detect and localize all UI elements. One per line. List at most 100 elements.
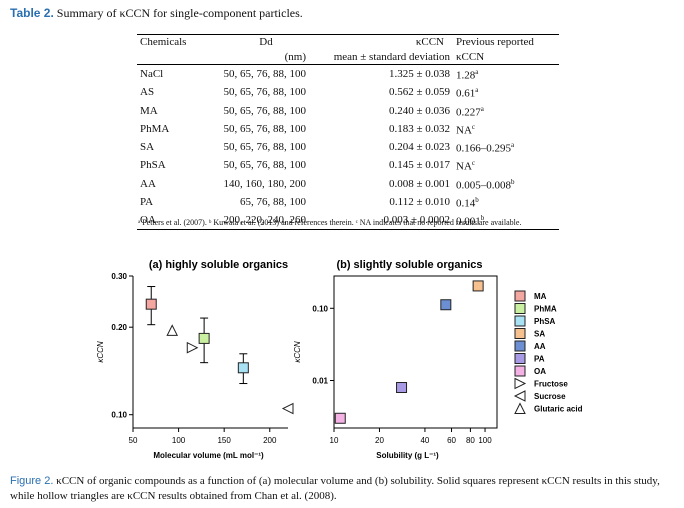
table-caption: Table 2. Summary of κCCN for single-comp… (10, 6, 303, 21)
cell-kccn: 0.145 ± 0.017 (388, 159, 450, 172)
plot-b-y-label: κCCN (293, 341, 302, 363)
legend-label: Fructose (534, 380, 568, 389)
previous-value: 0.227 (456, 106, 481, 119)
plot-b-title: (b) slightly soluble organics (336, 259, 482, 271)
cell-dd: 50, 65, 76, 88, 100 (223, 104, 307, 117)
point-ma (145, 298, 157, 310)
cell-chemical: OA (137, 211, 203, 231)
plot-b-y-tick-label: 0.10 (312, 304, 328, 313)
plot-b-x-tick-label: 10 (330, 436, 339, 445)
cell-dd: 50, 65, 76, 88, 100 (223, 86, 307, 99)
header-chemicals: Chemicals (137, 33, 203, 66)
plot-b-x-tick-label: 80 (466, 436, 475, 445)
legend-label: Sucrose (534, 392, 566, 401)
header-kccn-symbol: κCCN (415, 36, 444, 48)
table-row: AS 50, 65, 76, 88, 100 0.562 ± 0.059 0.61a (137, 83, 559, 101)
legend-label: AA (534, 342, 546, 351)
previous-value: NA (456, 161, 472, 174)
legend-item: AA (514, 340, 546, 352)
previous-value: 0.14 (456, 197, 476, 210)
cell-chemical: MA (140, 104, 158, 117)
legend-marker (514, 315, 526, 327)
table-row: SA 50, 65, 76, 88, 100 0.204 ± 0.023 0.166–… (137, 138, 559, 156)
point-phsa (237, 362, 249, 374)
cell-dd: 50, 65, 76, 88, 100 (223, 141, 307, 154)
previous-value: 0.61 (456, 88, 476, 101)
table-caption-text: Summary of κCCN for single-component par… (56, 6, 303, 20)
previous-value: 0.001 (456, 215, 481, 228)
cell-chemical: SA (140, 141, 155, 154)
table-row: PA 65, 76, 88, 100 0.112 ± 0.010 0.14b (137, 193, 559, 211)
plot-b-y-tick-label: 0.01 (312, 377, 328, 386)
cell-chemical: AA (140, 177, 156, 190)
cell-previous: 0.61a (453, 83, 559, 101)
table-label: Table 2. (10, 6, 54, 20)
cell-previous: 0.001b (453, 211, 559, 231)
cell-previous: NAc (453, 156, 559, 174)
legend-label: SA (534, 330, 545, 339)
point-glutaric-acid (166, 324, 179, 336)
previous-footnote-mark: b (475, 195, 479, 204)
legend-label: PhMA (534, 305, 557, 314)
header-dd: Dd (nm) (203, 33, 309, 66)
table-row: OA 200, 220, 240, 260 0.003 ± 0.0002 0.001b (137, 211, 559, 231)
previous-value: 1.28 (456, 69, 476, 82)
previous-footnote-mark: a (475, 68, 479, 77)
cell-previous: 0.227a (453, 102, 559, 120)
legend-item: OA (514, 365, 546, 377)
previous-value: 0.005–0.008 (456, 179, 511, 192)
plot-a-x-tick-label: 200 (263, 436, 277, 445)
legend-item: MA (514, 290, 547, 302)
cell-chemical: PhMA (140, 122, 170, 135)
header-kccn-sub: mean ± standard deviation (333, 50, 450, 63)
cell-previous: NAc (453, 120, 559, 138)
previous-value: 0.166–0.295 (456, 142, 511, 155)
legend-marker (514, 328, 526, 339)
legend-label: Glutaric acid (534, 405, 583, 414)
cell-kccn: 0.204 ± 0.023 (388, 141, 450, 154)
cell-previous: 0.166–0.295a (453, 138, 559, 156)
cell-kccn: 1.325 ± 0.038 (388, 68, 450, 81)
figure-label: Figure 2. (10, 475, 54, 487)
legend-label: PA (534, 355, 545, 364)
plot-b-frame (333, 275, 498, 429)
table-row: PhMA 50, 65, 76, 88, 100 0.183 ± 0.032 NAc (137, 120, 559, 138)
plot-b-x-tick-label: 40 (420, 436, 429, 445)
kccn-summary-table: Chemicals Dd (nm) κCCN mean ± standard d… (137, 33, 559, 231)
table-footnote: ᵃ Petters et al. (2007). ᵇ Kuwata et al.… (138, 218, 522, 227)
cell-kccn: 0.240 ± 0.036 (388, 104, 450, 117)
legend-label: PhSA (534, 317, 556, 326)
legend-item: PhSA (514, 315, 556, 327)
legend-marker (514, 340, 526, 352)
plot-a-x-tick-label: 150 (217, 436, 231, 445)
legend-marker (514, 402, 526, 414)
cell-kccn: 0.112 ± 0.010 (389, 195, 450, 208)
table-body: NaCl 50, 65, 76, 88, 100 1.325 ± 0.038 1.28… (137, 65, 559, 231)
cell-kccn: 0.008 ± 0.001 (388, 177, 450, 190)
legend-item: SA (514, 328, 545, 339)
header-dd-symbol: Dd (259, 36, 273, 48)
cell-dd: 50, 65, 76, 88, 100 (223, 68, 307, 81)
point-oa (334, 412, 346, 424)
figure-caption: Figure 2. κCCN of organic compounds as a… (10, 474, 678, 504)
cell-previous: 1.28a (453, 65, 559, 84)
cell-previous: 0.14b (453, 193, 559, 211)
cell-chemical: NaCl (140, 68, 164, 81)
cell-previous: 0.005–0.008b (453, 175, 559, 193)
legend-item: Sucrose (513, 390, 566, 402)
cell-chemical: PA (140, 195, 154, 208)
plot-b: (b) slightly soluble organics 10 20 40 60 80 1… (293, 259, 498, 460)
table-row: PhSA 50, 65, 76, 88, 100 0.145 ± 0.017 NAc (137, 156, 559, 174)
point-fructose (186, 341, 199, 354)
cell-kccn: 0.003 ± 0.0002 (309, 211, 453, 231)
plot-a-y-tick-label: 0.30 (111, 272, 127, 281)
previous-footnote-mark: b (480, 214, 485, 223)
point-sucrose (281, 402, 294, 415)
header-previous-line2: κCCN (456, 50, 485, 63)
cell-chemical: AS (140, 86, 155, 99)
cell-kccn: 0.183 ± 0.032 (388, 122, 450, 135)
plot-a-x-tick-label: 50 (129, 436, 138, 445)
point-aa (440, 299, 452, 311)
cell-chemical: PhSA (140, 159, 166, 172)
plot-b-x-tick-label: 60 (447, 436, 456, 445)
